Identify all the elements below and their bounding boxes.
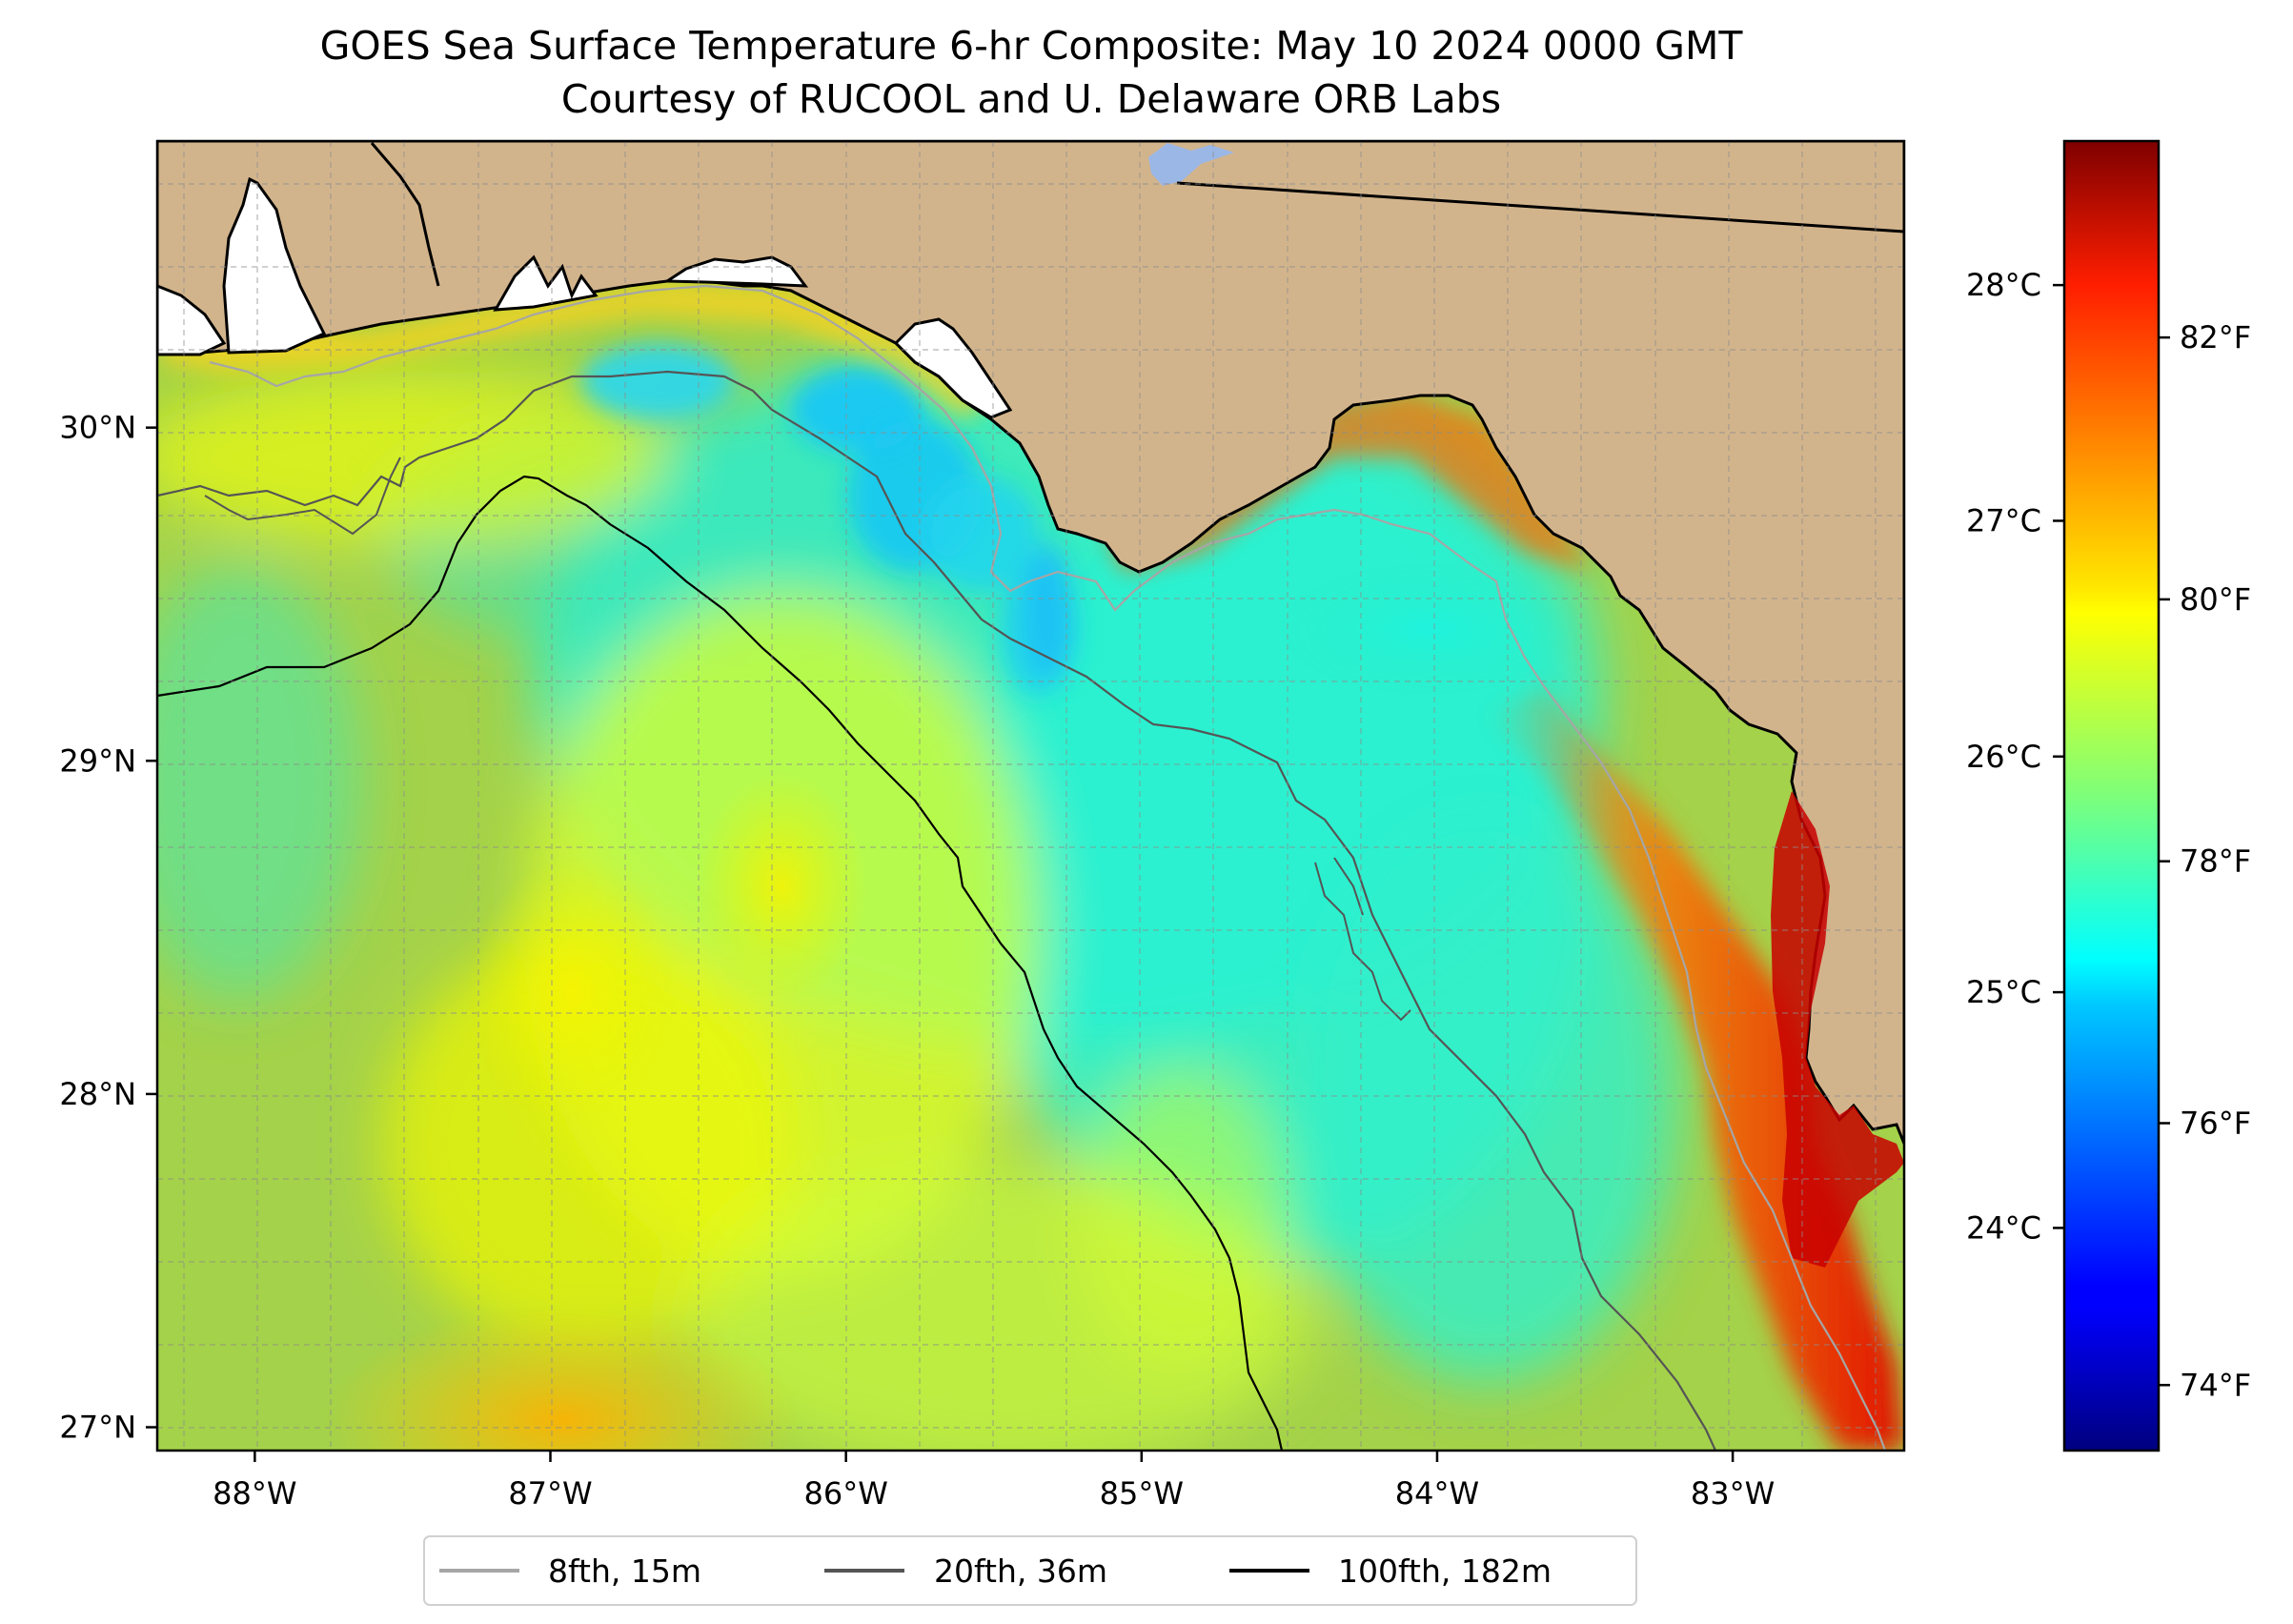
title-line-2: Courtesy of RUCOOL and U. Delaware ORB L… <box>561 76 1501 122</box>
lon-tick-label: 88°W <box>213 1475 296 1512</box>
west-white-coast <box>157 284 227 356</box>
colorbar: 24°C 25°C 26°C 27°C 28°C 74°F 76°F 78°F 80°F 82°… <box>1966 139 2251 1452</box>
lat-tick-label: 29°N <box>59 742 136 779</box>
lon-tick-label: 86°W <box>803 1475 887 1512</box>
apalachicola-bay-white <box>893 317 1013 419</box>
fahrenheit-tick-label: 80°F <box>2180 581 2251 618</box>
lon-tick-label: 85°W <box>1100 1475 1184 1512</box>
panhandle-coastal-warm <box>162 281 991 419</box>
choctaw-bay-white <box>662 255 809 288</box>
colorbar-fahrenheit-axis: 74°F 76°F 78°F 80°F 82°F <box>2159 319 2251 1403</box>
celsius-tick-label: 24°C <box>1966 1209 2041 1246</box>
celsius-tick-label: 26°C <box>1966 739 2041 775</box>
east-coast-hot-fringe <box>1771 791 1904 1268</box>
apalachee-warm-band <box>1106 391 1592 572</box>
contour-20fth <box>157 370 1717 1451</box>
mobile-bay-white <box>222 176 327 355</box>
legend-label-8fth: 8fth, 15m <box>548 1553 701 1590</box>
contour-100fth <box>157 475 1284 1451</box>
lon-tick-label: 87°W <box>508 1475 592 1512</box>
colorbar-celsius-axis: 24°C 25°C 26°C 27°C 28°C <box>1966 267 2064 1246</box>
lon-tick-label: 83°W <box>1691 1475 1775 1512</box>
fahrenheit-tick-label: 76°F <box>2180 1106 2251 1142</box>
gridlines <box>157 141 1904 1451</box>
fahrenheit-tick-label: 82°F <box>2180 319 2251 355</box>
fahrenheit-tick-label: 74°F <box>2180 1367 2251 1403</box>
state-border-west <box>370 142 440 287</box>
longitude-axis: 88°W 87°W 86°W 85°W 84°W 83°W <box>213 1451 1775 1512</box>
lon-tick-label: 84°W <box>1395 1475 1479 1512</box>
fahrenheit-tick-label: 78°F <box>2180 843 2251 880</box>
lat-tick-label: 28°N <box>59 1076 136 1112</box>
legend-label-100fth: 100fth, 182m <box>1338 1553 1552 1590</box>
contour-20fth-islands <box>204 457 1411 1022</box>
lat-tick-label: 27°N <box>59 1410 136 1446</box>
map-panel <box>157 141 1904 1451</box>
legend: 8fth, 15m 20fth, 36m 100fth, 182m <box>423 1535 1637 1606</box>
state-border <box>1176 181 1904 233</box>
colorbar-frame <box>2062 139 2161 1452</box>
celsius-tick-label: 28°C <box>1966 267 2041 303</box>
title-line-1: GOES Sea Surface Temperature 6-hr Compos… <box>320 23 1744 69</box>
lat-tick-label: 30°N <box>59 410 136 446</box>
celsius-tick-label: 25°C <box>1966 974 2041 1010</box>
legend-label-20fth: 20fth, 36m <box>934 1553 1107 1590</box>
cold-plume <box>581 343 1077 696</box>
contour-8fth <box>209 284 1887 1451</box>
map-frame <box>155 139 1906 1452</box>
colorbar-gradient <box>2064 141 2159 1451</box>
latitude-axis: 27°N 28°N 29°N 30°N <box>59 410 157 1446</box>
celsius-tick-label: 27°C <box>1966 502 2041 538</box>
legend-box <box>423 1535 1637 1606</box>
